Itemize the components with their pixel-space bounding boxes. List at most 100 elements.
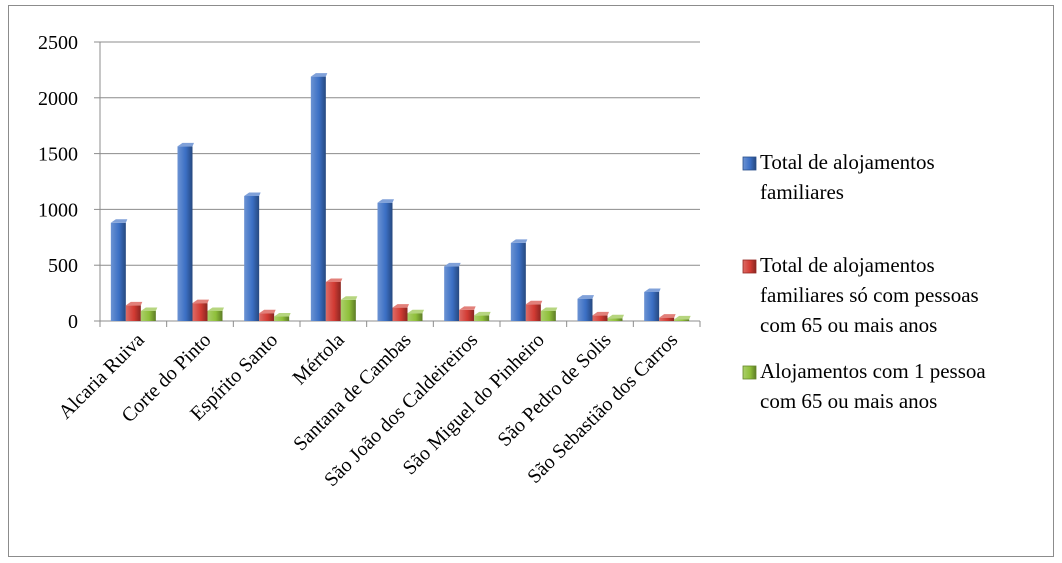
y-tick-label: 1500 (38, 144, 78, 166)
bar (192, 299, 209, 321)
bar-top (125, 301, 143, 306)
bar-top (577, 295, 594, 299)
bar-face (259, 313, 275, 321)
bar-top (325, 278, 343, 282)
bar-top (274, 313, 291, 317)
y-tick-label: 0 (68, 311, 78, 333)
legend-entry: Total de alojamentos familiares (742, 150, 935, 204)
legend-swatch (742, 156, 757, 171)
bar-face (592, 315, 608, 321)
bar-face (474, 315, 490, 321)
bar-top (607, 314, 624, 319)
bar-face (607, 318, 623, 321)
bar-face (125, 305, 141, 321)
legend-label: familiares só com pessoas (760, 283, 979, 307)
bar (274, 313, 291, 321)
y-tick-label: 1000 (38, 199, 78, 221)
bar-face (310, 76, 326, 321)
bar (577, 295, 594, 321)
bar-face (340, 299, 356, 321)
bar-face (674, 319, 690, 321)
bar (140, 307, 158, 321)
legend-label: com 65 ou mais anos (760, 313, 937, 337)
bar (644, 288, 661, 321)
bar (407, 309, 424, 321)
bar (325, 278, 343, 321)
bar (110, 219, 128, 321)
bar (259, 309, 276, 321)
bar-top (192, 299, 209, 304)
legend-label: familiares (760, 180, 844, 204)
bar-face (325, 281, 341, 321)
bar-top (540, 307, 558, 311)
bar (674, 315, 691, 321)
bar-top (510, 239, 528, 243)
bar-face (207, 310, 223, 321)
bar-face (177, 146, 193, 321)
bar-top (177, 142, 194, 147)
legend-label: Total de alojamentos (760, 253, 935, 277)
bar-face (540, 310, 556, 321)
bar-top (444, 262, 461, 267)
bar-top (392, 304, 409, 308)
bar-top (140, 307, 158, 311)
bar-top (474, 311, 491, 316)
bar-top (310, 73, 328, 77)
bar (459, 306, 476, 321)
bar-face (274, 316, 290, 321)
y-tick-label: 500 (48, 255, 78, 277)
bar (177, 142, 194, 321)
bar-face (392, 307, 408, 321)
bar-top (674, 315, 691, 320)
bar-face (192, 303, 208, 321)
bar (510, 239, 528, 321)
bar-face (110, 222, 126, 321)
bar-top (659, 314, 676, 318)
legend-label: Alojamentos com 1 pessoa (760, 359, 986, 383)
bar (592, 311, 609, 321)
bar (244, 192, 261, 321)
bar-top (340, 296, 358, 300)
y-tick-label: 2500 (38, 32, 78, 54)
legend-swatch (742, 365, 757, 380)
bar-face (407, 313, 423, 321)
legend-entry: Alojamentos com 1 pessoa com 65 ou mais a… (742, 359, 986, 413)
bar-top (459, 306, 476, 310)
bar-top (592, 311, 609, 316)
bar (659, 314, 676, 321)
bar-face (525, 304, 541, 321)
bar-top (377, 199, 394, 203)
bar-face (644, 291, 660, 321)
legend-label: com 65 ou mais anos (760, 389, 937, 413)
bar-face (244, 196, 260, 321)
bar (310, 73, 328, 321)
bar-face (659, 317, 675, 321)
bar (340, 296, 358, 321)
y-tick-label: 2000 (38, 88, 78, 110)
bar (540, 307, 558, 321)
bar (392, 304, 409, 321)
legend-swatch (742, 259, 757, 274)
bar-top (644, 288, 661, 292)
bar-face (577, 298, 593, 321)
bar-top (525, 300, 543, 305)
bar-face (510, 242, 526, 321)
bar (377, 199, 394, 321)
x-tick-label: São Pedro de Solis (494, 329, 616, 451)
bar-top (259, 309, 276, 314)
bar-top (110, 219, 128, 223)
bar-top (207, 307, 224, 311)
legend-label: Total de alojamentos (760, 150, 935, 174)
bar (525, 300, 543, 321)
bar-top (407, 309, 424, 314)
bar (444, 262, 461, 321)
bar (474, 311, 491, 321)
bar-face (377, 202, 393, 321)
bar-face (444, 266, 460, 321)
x-tick-label: Santana de Cambas (289, 329, 415, 455)
x-tick-label: Mértola (289, 329, 349, 389)
bar (125, 301, 143, 321)
bar-top (244, 192, 261, 197)
legend-entry: Total de alojamentos familiares só com pe… (742, 253, 979, 337)
